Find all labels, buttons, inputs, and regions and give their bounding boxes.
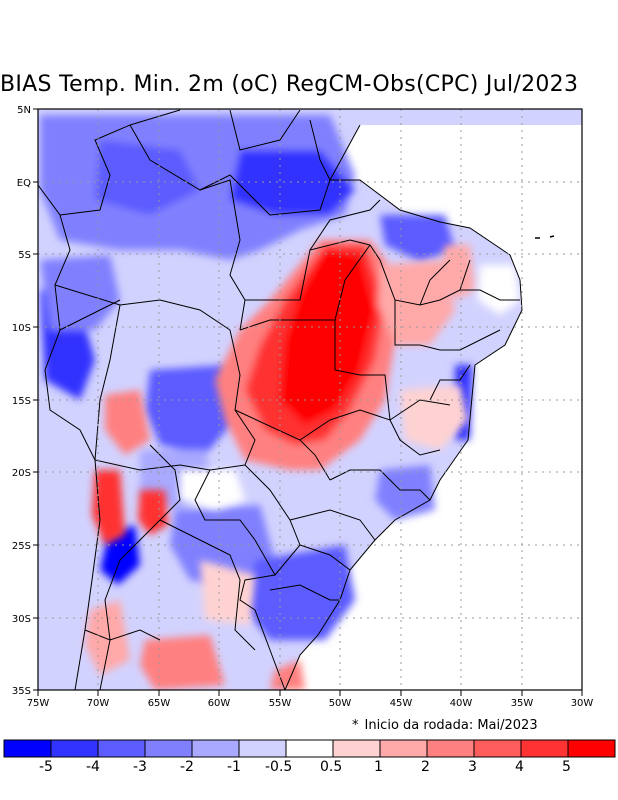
colorbar-swatch xyxy=(50,739,99,758)
colorbar-swatch xyxy=(3,739,52,758)
lon-label: 55W xyxy=(269,698,292,709)
lat-label: 5S xyxy=(18,250,31,261)
lat-label: EQ xyxy=(17,178,31,189)
note-text: Inicio da rodada: Mai/2023 xyxy=(364,718,538,733)
lon-label: 60W xyxy=(208,698,231,709)
colorbar-swatch xyxy=(191,739,240,758)
colorbar-label: -2 xyxy=(180,759,194,775)
colorbar-label: 0.5 xyxy=(320,759,343,775)
graticule xyxy=(38,109,582,690)
lon-label: 35W xyxy=(511,698,534,709)
colorbar-label: 4 xyxy=(515,759,524,775)
lat-label: 20S xyxy=(12,468,31,479)
lon-label: 30W xyxy=(571,698,594,709)
lat-label: 15S xyxy=(12,396,31,407)
colorbar-swatch xyxy=(144,739,193,758)
borders xyxy=(38,109,523,690)
negative-bias-region xyxy=(40,115,472,640)
colorbar-label: -5 xyxy=(39,759,53,775)
colorbar-label: -4 xyxy=(86,759,100,775)
lon-label: 40W xyxy=(450,698,473,709)
colorbar-swatch xyxy=(567,739,616,758)
colorbar-label: -0.5 xyxy=(265,759,293,775)
lat-label: 35S xyxy=(12,686,31,697)
colorbar-label: -3 xyxy=(133,759,147,775)
lon-label: 70W xyxy=(87,698,110,709)
note-symbol: * xyxy=(352,718,359,733)
colorbar-label: 1 xyxy=(374,759,383,775)
colorbar-swatch xyxy=(520,739,569,758)
lat-label: 25S xyxy=(12,541,31,552)
lon-label: 45W xyxy=(390,698,413,709)
colorbar-swatch xyxy=(379,739,428,758)
colorbar-swatch xyxy=(473,739,522,758)
map-title: BIAS Temp. Min. 2m (oC) RegCM-Obs(CPC) J… xyxy=(0,72,579,97)
lat-axis: 5N EQ 5S 10S 15S 20S 25S 30S 35S xyxy=(12,105,38,697)
colorbar-label: 3 xyxy=(468,759,477,775)
island-marks xyxy=(535,235,555,239)
lat-label: 10S xyxy=(12,323,31,334)
lon-label: 50W xyxy=(329,698,352,709)
run-start-note: * Inicio da rodada: Mai/2023 xyxy=(352,718,538,733)
colorbar-swatch xyxy=(332,739,381,758)
lon-label: 65W xyxy=(148,698,171,709)
colorbar xyxy=(3,739,616,758)
lat-label: 5N xyxy=(17,105,31,116)
lon-label: 75W xyxy=(27,698,50,709)
colorbar-swatch xyxy=(285,739,334,758)
colorbar-swatch xyxy=(97,739,146,758)
colorbar-label: -1 xyxy=(227,759,241,775)
colorbar-label: 2 xyxy=(421,759,430,775)
colorbar-swatch xyxy=(426,739,475,758)
lon-axis: 75W 70W 65W 60W 55W 50W 45W 40W 35W 30W xyxy=(27,690,594,709)
colorbar-label: 5 xyxy=(562,759,571,775)
colorbar-swatch xyxy=(238,739,287,758)
lat-label: 30S xyxy=(12,614,31,625)
